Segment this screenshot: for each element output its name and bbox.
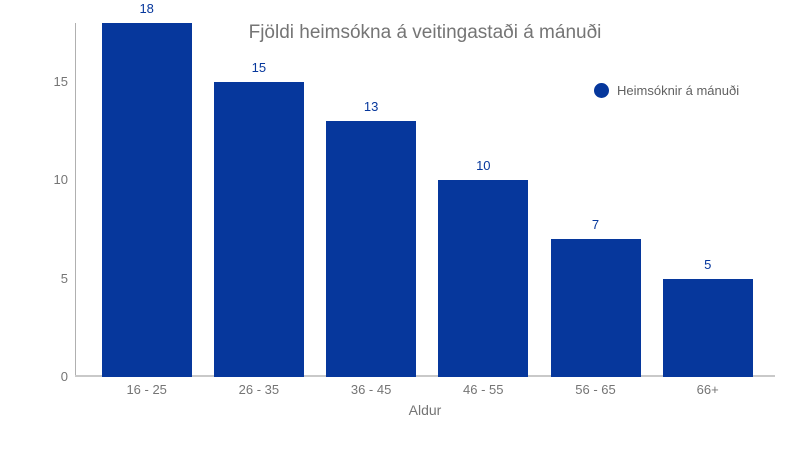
x-tick-label: 26 - 35 [238, 382, 280, 397]
legend: Heimsóknir á mánuði [594, 83, 739, 98]
x-tick-label: 56 - 65 [575, 382, 616, 397]
y-tick-label: 10 [53, 172, 68, 188]
x-tick-label: 66+ [696, 382, 719, 397]
bar[interactable] [550, 239, 641, 377]
y-tick-label: 15 [53, 74, 68, 89]
legend-series-label: Heimsóknir á mánuði [617, 83, 740, 98]
bar-value-label: 15 [251, 60, 267, 75]
bar-value-label: 18 [139, 1, 154, 16]
bar-value-label: 5 [704, 256, 712, 272]
bar-value-label: 13 [363, 99, 379, 115]
x-axis-title: Aldur [408, 402, 442, 418]
bar[interactable] [213, 82, 304, 377]
y-tick-label: 5 [60, 270, 68, 286]
bar[interactable] [438, 180, 529, 377]
chart-title: Fjöldi heimsókna á veitingastaði á mánuð… [248, 22, 602, 43]
bar[interactable] [326, 121, 417, 377]
x-tick-label: 46 - 55 [463, 382, 504, 397]
legend-series-marker-icon [594, 83, 609, 98]
x-tick-label: 36 - 45 [350, 382, 392, 397]
bar-value-label: 10 [476, 158, 491, 174]
bar-value-label: 7 [591, 217, 600, 233]
x-axis-baseline [75, 375, 775, 377]
x-tick-label: 16 - 25 [126, 382, 167, 397]
y-axis-line [75, 23, 76, 377]
bar[interactable] [101, 23, 192, 377]
bar[interactable] [662, 278, 753, 377]
y-tick-label: 0 [60, 369, 68, 384]
